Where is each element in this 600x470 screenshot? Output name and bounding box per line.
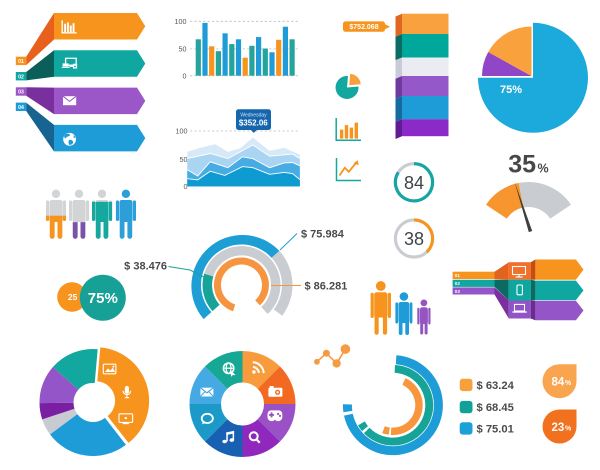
svg-text:35: 35: [508, 151, 536, 179]
svg-text:02: 02: [18, 74, 24, 80]
svg-text:50: 50: [180, 155, 188, 164]
svg-text:$ 63.24: $ 63.24: [477, 380, 515, 392]
svg-text:38: 38: [404, 229, 424, 249]
svg-text:%: %: [565, 426, 572, 433]
svg-text:25: 25: [68, 292, 78, 302]
svg-text:84: 84: [404, 173, 424, 193]
svg-text:100: 100: [176, 127, 188, 136]
svg-text:04: 04: [18, 105, 24, 111]
svg-text:01: 01: [455, 273, 461, 278]
svg-text:02: 02: [455, 281, 461, 286]
svg-text:$752.068: $752.068: [349, 24, 378, 31]
svg-text:03: 03: [18, 90, 24, 96]
svg-text:01: 01: [18, 59, 24, 65]
svg-text:0: 0: [183, 71, 187, 80]
svg-text:23: 23: [552, 422, 565, 434]
svg-text:%: %: [538, 162, 549, 176]
svg-text:03: 03: [455, 289, 461, 294]
svg-text:75%: 75%: [88, 290, 118, 307]
svg-text:$ 75.984: $ 75.984: [301, 229, 345, 241]
svg-text:84: 84: [552, 377, 565, 389]
svg-text:$ 68.45: $ 68.45: [477, 402, 514, 414]
svg-text:$352.06: $352.06: [239, 118, 268, 127]
svg-text:$ 38.476: $ 38.476: [124, 260, 167, 272]
svg-text:100: 100: [175, 17, 187, 26]
svg-text:$ 75.01: $ 75.01: [477, 424, 514, 436]
svg-text:%: %: [565, 380, 572, 387]
svg-text:50: 50: [179, 45, 187, 54]
svg-text:$ 86.281: $ 86.281: [305, 280, 348, 292]
svg-text:Wednesday: Wednesday: [240, 112, 267, 118]
svg-text:0: 0: [184, 182, 188, 191]
svg-text:75%: 75%: [500, 84, 522, 96]
